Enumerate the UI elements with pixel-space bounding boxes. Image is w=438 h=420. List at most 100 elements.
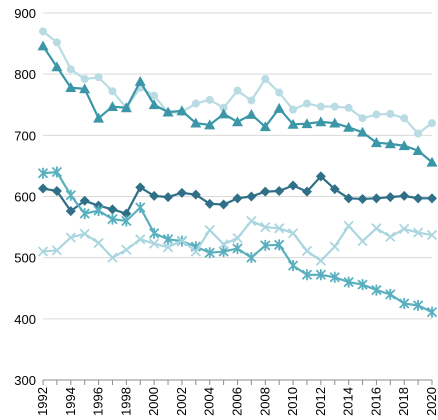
data-point	[343, 276, 354, 288]
data-point	[149, 238, 160, 249]
data-point	[107, 252, 118, 263]
data-point	[275, 88, 284, 97]
data-point	[37, 246, 49, 257]
data-point	[163, 192, 174, 203]
data-point	[148, 99, 160, 110]
data-point	[107, 204, 118, 215]
data-point	[315, 171, 326, 182]
data-point	[329, 184, 340, 195]
data-point	[79, 228, 90, 239]
y-tick-label: 800	[14, 67, 36, 82]
data-point	[287, 228, 299, 239]
data-point	[205, 95, 214, 104]
data-point	[93, 112, 105, 123]
series-5	[37, 215, 438, 266]
y-tick-label: 600	[14, 190, 36, 205]
y-tick-label: 300	[14, 373, 36, 388]
data-point	[301, 269, 313, 281]
data-point	[176, 235, 188, 246]
x-tick-label: 2012	[313, 387, 328, 416]
data-point	[232, 232, 243, 244]
data-point	[343, 193, 354, 204]
data-point	[51, 61, 63, 72]
x-tick-label: 1998	[118, 387, 133, 416]
data-point	[135, 234, 146, 245]
data-point	[245, 109, 257, 119]
series-3	[38, 171, 437, 219]
data-point	[414, 129, 423, 138]
data-point	[343, 220, 354, 231]
data-point	[37, 167, 49, 179]
data-point	[162, 106, 174, 117]
data-point	[93, 237, 104, 249]
data-point	[427, 193, 437, 204]
data-point	[65, 82, 77, 93]
data-point	[302, 99, 311, 108]
data-point	[80, 75, 89, 84]
data-point	[247, 96, 256, 105]
data-point	[412, 299, 424, 311]
data-point	[344, 103, 353, 112]
data-point	[385, 192, 396, 203]
data-point	[79, 83, 91, 94]
data-point	[358, 114, 367, 123]
data-point	[134, 76, 146, 86]
data-point	[428, 119, 436, 128]
data-point	[233, 86, 242, 95]
x-tick-label: 2000	[146, 387, 161, 416]
y-tick-label: 500	[14, 251, 36, 266]
data-point	[400, 114, 409, 123]
data-point	[176, 105, 188, 116]
data-point	[357, 193, 368, 204]
data-point	[315, 269, 326, 281]
x-tick-label: 2004	[202, 387, 217, 416]
data-point	[246, 252, 257, 264]
data-point	[65, 189, 76, 201]
data-point	[218, 239, 229, 250]
data-point	[108, 87, 117, 96]
data-point	[273, 102, 285, 113]
data-point	[51, 166, 63, 178]
data-point	[51, 185, 62, 196]
data-point	[149, 227, 160, 239]
data-point	[260, 239, 271, 251]
series-2	[37, 40, 438, 167]
series-4	[37, 166, 438, 318]
data-point	[246, 215, 257, 227]
data-point	[37, 40, 49, 51]
data-point	[413, 193, 424, 204]
x-tick-label: 1994	[63, 387, 78, 416]
data-point	[204, 198, 215, 209]
data-point	[260, 221, 271, 233]
data-point	[107, 213, 118, 225]
data-point	[260, 186, 271, 197]
data-point	[176, 187, 187, 198]
data-point	[51, 245, 63, 256]
data-point	[329, 117, 341, 128]
data-point	[261, 75, 270, 84]
data-point	[218, 246, 229, 258]
data-point	[386, 109, 395, 118]
data-point	[135, 182, 146, 193]
data-point	[66, 65, 75, 74]
data-point	[274, 223, 285, 234]
data-point	[121, 244, 132, 255]
tick-labels: 300 400 500 600 700 800 900 1992 1994 1996 1998 200…	[14, 6, 438, 416]
data-point	[371, 193, 382, 204]
x-tick-label: 2006	[230, 387, 245, 416]
series-line	[42, 170, 433, 314]
data-point	[372, 110, 381, 119]
data-point	[385, 288, 396, 300]
data-point	[135, 202, 146, 214]
data-point	[384, 138, 396, 149]
y-tick-label: 700	[14, 128, 36, 143]
data-point	[274, 239, 285, 251]
data-point	[357, 279, 368, 291]
data-point	[259, 121, 271, 132]
data-point	[426, 229, 438, 241]
data-point	[412, 145, 424, 156]
data-point	[329, 241, 340, 252]
data-point	[39, 27, 47, 36]
x-tick-label: 2010	[285, 387, 300, 416]
